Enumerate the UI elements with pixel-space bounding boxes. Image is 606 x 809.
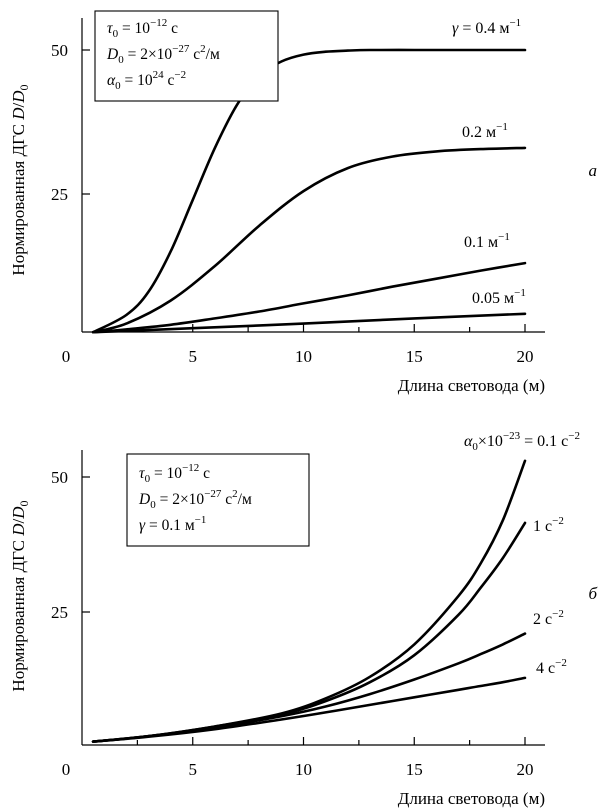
parameter-line: D0 = 2×10−27 с2/м (138, 488, 252, 511)
parameter-line: α0 = 1024 с−2 (107, 69, 186, 92)
series-label: 4 с−2 (536, 657, 567, 677)
y-tick-label: 25 (51, 603, 68, 622)
x-tick-label: 20 (517, 760, 534, 779)
x-tick-label: 15 (406, 760, 423, 779)
series-label: 0.05 м−1 (472, 287, 526, 307)
panel-letter: б (588, 584, 597, 603)
x-tick-label: 20 (517, 347, 534, 366)
y-tick-label: 50 (51, 468, 68, 487)
series-line (91, 676, 527, 743)
x-tick-label: 0 (62, 347, 71, 366)
series-label: 2 с−2 (533, 608, 564, 628)
parameter-line: γ = 0.1 м−1 (139, 514, 206, 534)
x-tick-label: 10 (295, 347, 312, 366)
series-line (91, 261, 527, 334)
x-tick-label: 5 (189, 760, 198, 779)
parameter-box (94, 10, 279, 102)
series-label: 1 с−2 (533, 515, 564, 535)
x-axis-label: Длина световода (м) (398, 376, 545, 395)
series-line (91, 521, 527, 743)
y-axis-label: Нормированная ДГС D/D0 (9, 500, 31, 691)
parameter-line: τ0 = 10−12 с (107, 17, 178, 40)
series-label: γ = 0.4 м−1 (452, 17, 521, 37)
series-line (91, 632, 527, 743)
parameter-line: τ0 = 10−12 с (139, 462, 210, 485)
series-label: α0×10−23 = 0.1 с−2 (464, 430, 580, 453)
series-label: 0.2 м−1 (462, 121, 508, 141)
parameter-line: D0 = 2×10−27 с2/м (106, 43, 220, 66)
x-tick-label: 5 (189, 347, 198, 366)
x-axis-label: Длина световода (м) (398, 789, 545, 808)
x-tick-label: 15 (406, 347, 423, 366)
chart-panel-a: 0 5 10 15 20 25 50 Длина световода (м) Нормирова… (9, 10, 598, 395)
series-label: 0.1 м−1 (464, 231, 510, 251)
x-tick-label: 0 (62, 760, 71, 779)
series-line (91, 312, 527, 334)
parameter-box (126, 453, 310, 547)
x-tick-label: 10 (295, 760, 312, 779)
panel-letter: a (589, 161, 598, 180)
chart-panel-b: 0 5 10 15 20 25 50 Длина световода (м) Нормирова… (9, 430, 597, 808)
y-axis-label: Нормированная ДГС D/D0 (9, 84, 31, 275)
y-tick-label: 25 (51, 185, 68, 204)
y-tick-label: 50 (51, 41, 68, 60)
series-line (91, 146, 527, 334)
